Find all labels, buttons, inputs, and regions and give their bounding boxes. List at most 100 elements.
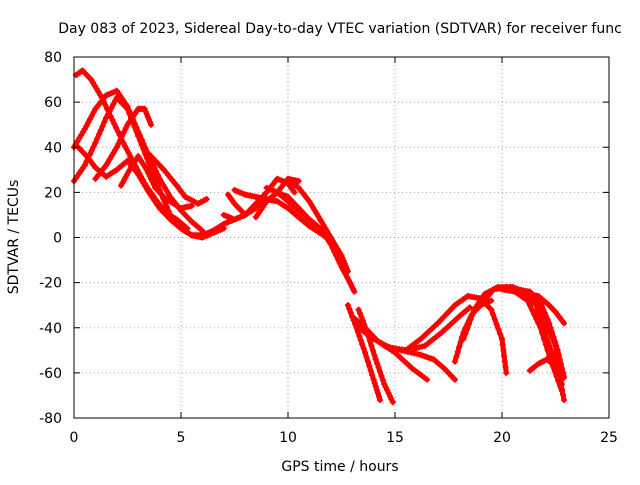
data-point [88,112,95,119]
data-point [459,334,466,341]
data-point [451,376,458,383]
data-point [115,140,122,147]
data-point [291,189,298,196]
data-point [379,377,386,384]
data-point [377,396,384,403]
data-point [188,202,195,209]
data-point [502,364,509,371]
data-point [148,175,155,182]
data-point [557,360,564,367]
series-arc-12 [263,184,358,295]
data-point [326,231,333,238]
data-point [369,372,376,379]
series-arc-7 [145,151,210,207]
data-point [334,246,341,253]
data-point [138,141,145,148]
data-point [554,347,561,354]
data-point [309,204,316,211]
data-point [149,178,156,185]
y-tick-label: -40 [39,321,62,337]
data-point [140,180,147,187]
data-point [531,311,538,318]
data-point [334,256,341,263]
data-point [374,360,381,367]
data-point [79,129,86,136]
data-point [145,169,152,176]
data-point [466,317,473,324]
data-point [108,104,115,111]
data-point [333,243,340,250]
data-point [336,249,343,256]
data-point [313,210,320,217]
data-point [344,268,351,275]
data-point [143,166,150,173]
data-point [89,79,96,86]
data-point [81,162,88,169]
data-point [346,305,353,312]
data-point [114,128,121,135]
data-point [136,174,143,181]
series-arc-13 [285,175,351,275]
data-point [163,187,170,194]
data-point [557,378,564,385]
data-point [123,146,130,153]
data-point [355,306,362,313]
data-point [541,336,548,343]
series-arc-25 [503,284,568,381]
y-tick-label: -20 [39,276,62,292]
data-point [90,109,97,116]
data-point [135,132,142,139]
data-point [558,387,565,394]
data-point [94,135,101,142]
data-point [378,372,385,379]
data-point [113,124,120,131]
x-tick-label: 25 [600,430,618,446]
data-point [526,302,533,309]
data-point [101,119,108,126]
data-point [327,234,334,241]
data-point [351,288,358,295]
data-point [501,358,508,365]
data-point [295,178,302,185]
data-point [440,314,447,321]
data-point [329,237,336,244]
data-point [387,393,394,400]
data-point [122,125,129,132]
data-point [457,339,464,346]
data-point [103,162,110,169]
data-point [558,365,565,372]
data-point [203,196,210,203]
data-point [135,171,142,178]
data-point [97,127,104,134]
data-point [358,314,365,321]
data-point [356,333,363,340]
data-point [389,399,396,406]
data-layer [71,67,568,406]
data-point [125,149,132,156]
data-point [362,349,369,356]
data-point [559,369,566,376]
data-point [540,306,547,313]
data-point [500,347,507,354]
data-point [322,225,329,232]
data-point [538,303,545,310]
y-tick-label: 60 [44,95,62,111]
x-tick-label: 5 [177,430,186,446]
data-point [74,138,81,145]
data-point [488,297,495,304]
data-point [503,369,510,376]
data-point [138,177,145,184]
data-point [146,172,153,179]
data-point [451,358,458,365]
data-point [104,111,111,118]
data-point [95,88,102,95]
data-point [556,356,563,363]
data-point [99,123,106,130]
data-point [369,347,376,354]
data-point [537,324,544,331]
data-point [548,329,555,336]
data-point [110,150,117,157]
data-point [375,364,382,371]
data-point [551,307,558,314]
